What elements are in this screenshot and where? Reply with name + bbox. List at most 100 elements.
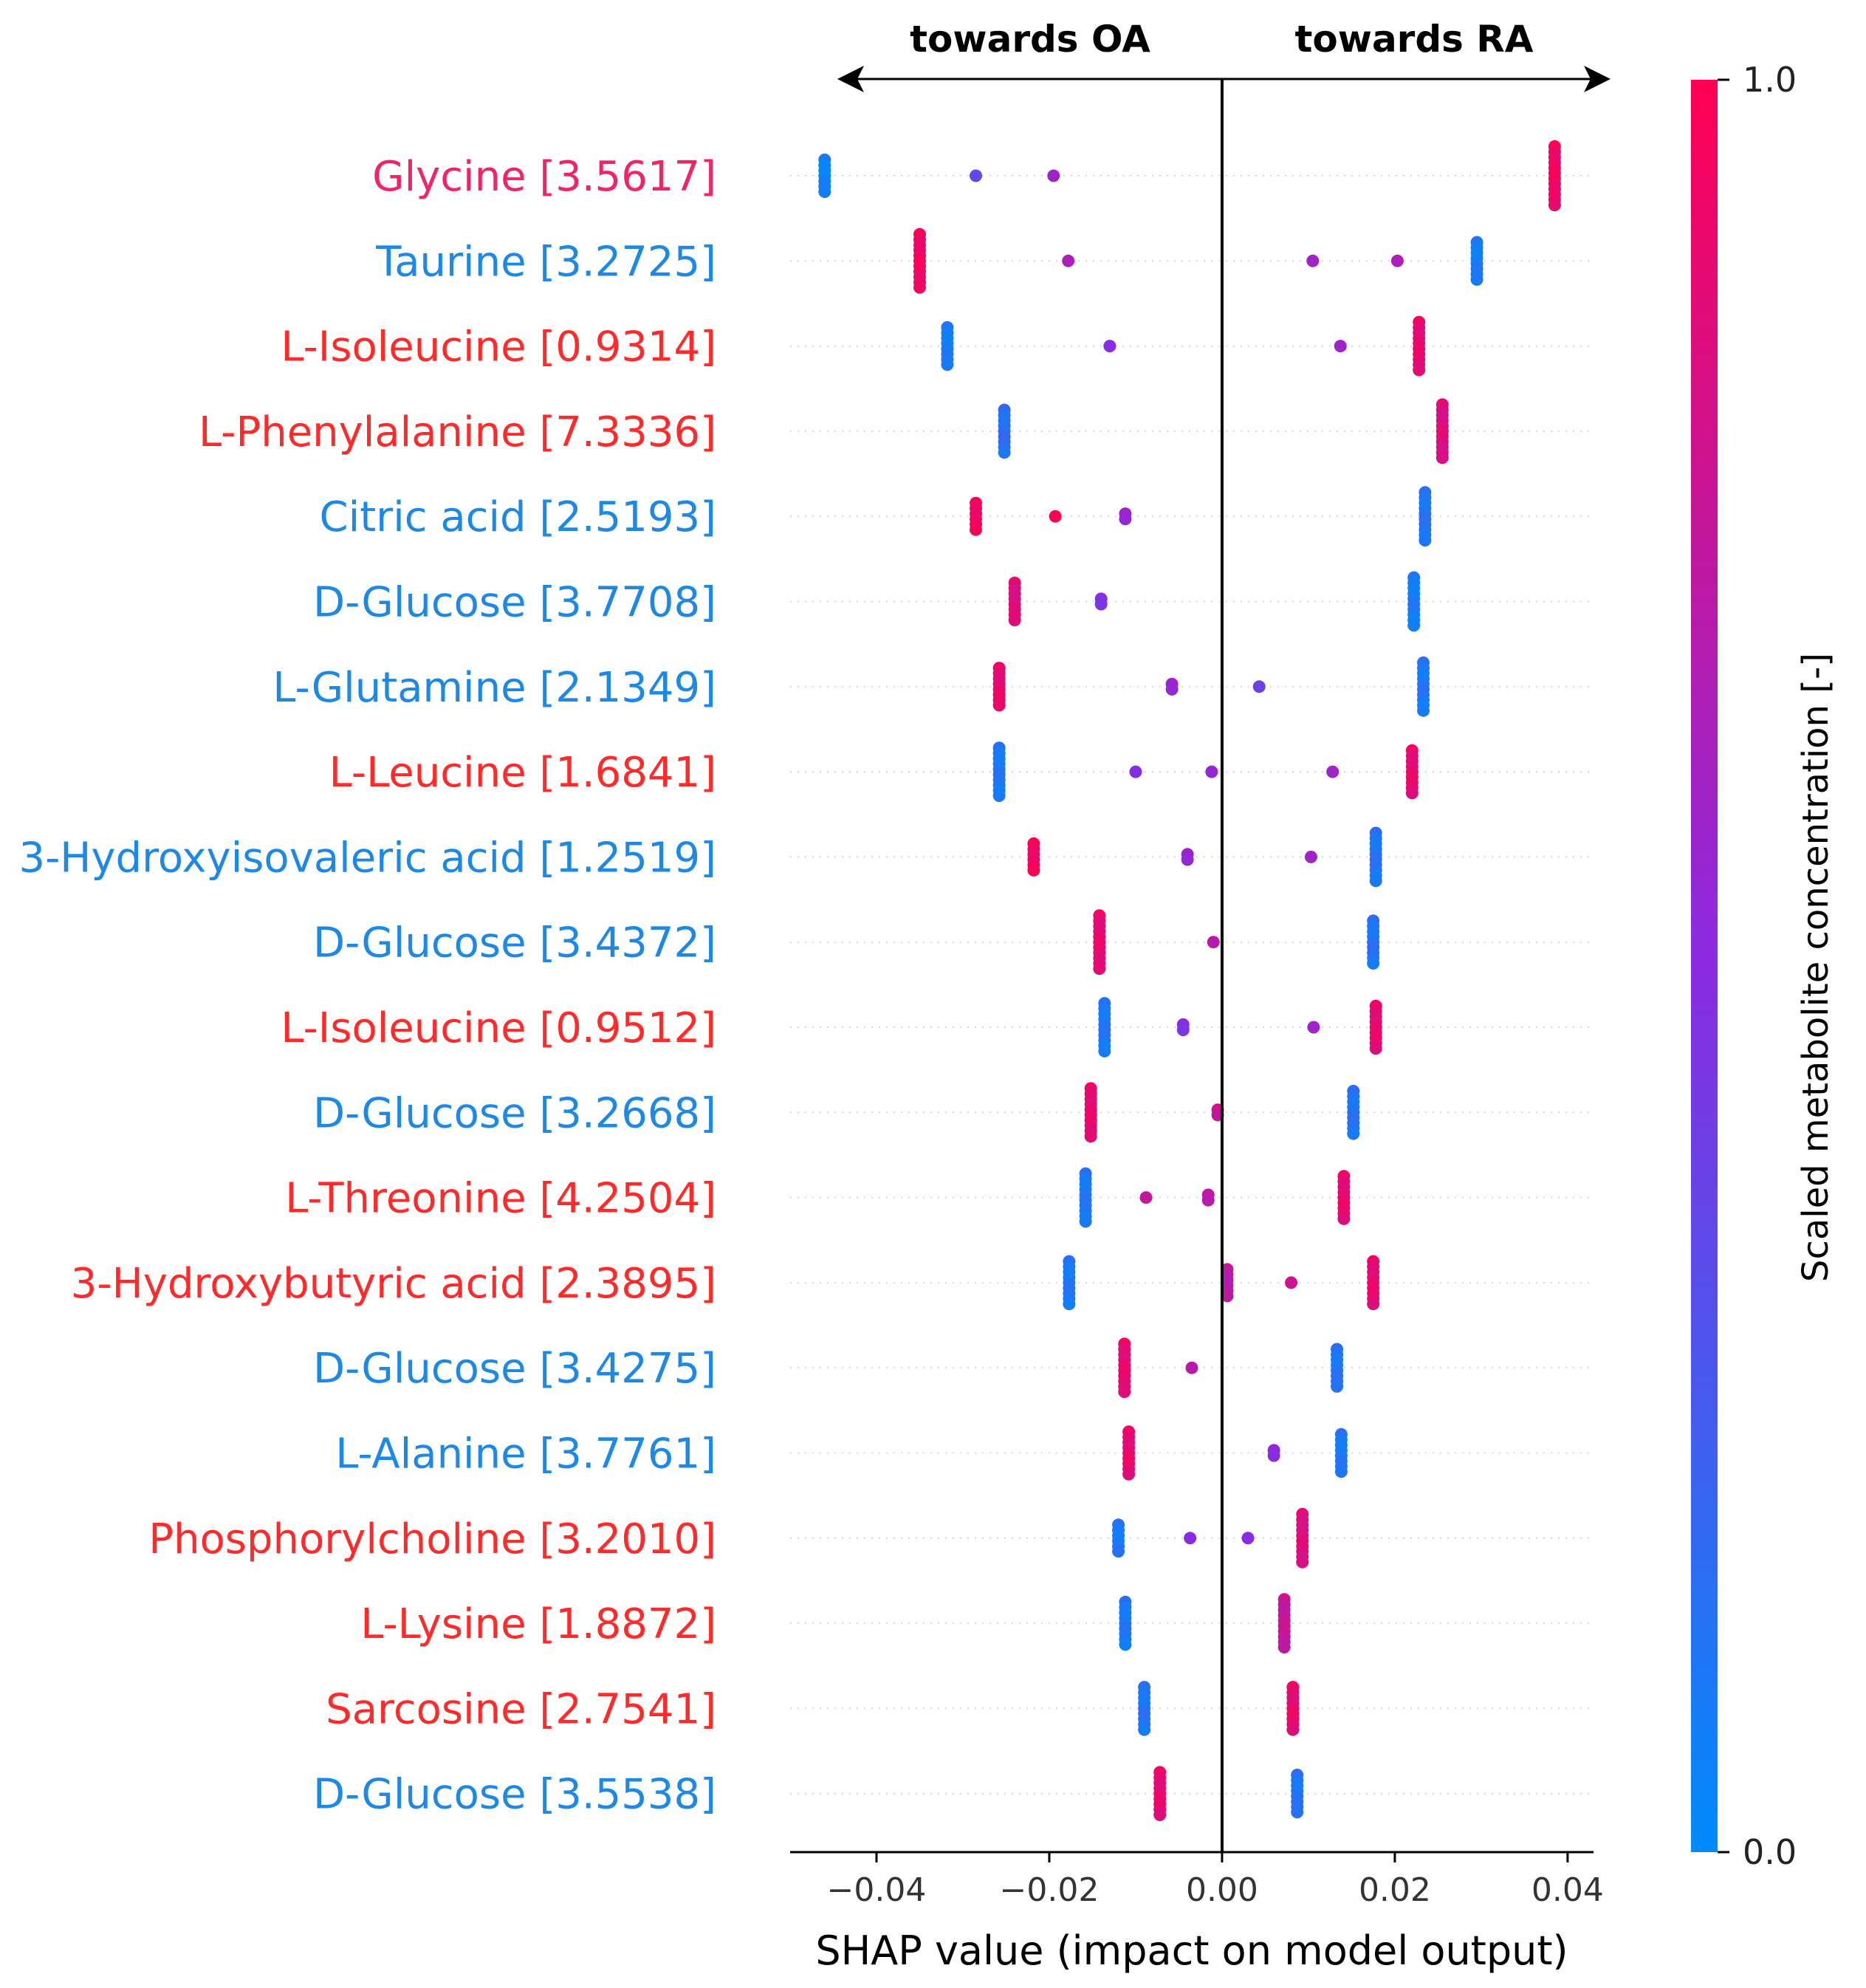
shap-point bbox=[1176, 1024, 1190, 1037]
shap-point bbox=[1098, 1044, 1111, 1058]
shap-point bbox=[1367, 957, 1380, 970]
shap-point bbox=[1407, 619, 1421, 632]
shap-point bbox=[1413, 363, 1426, 377]
x-tick-label: 0.02 bbox=[1359, 1871, 1431, 1909]
shap-point bbox=[1185, 1361, 1198, 1374]
shap-point bbox=[1334, 340, 1347, 353]
shap-point bbox=[1347, 1127, 1360, 1140]
shap-point bbox=[941, 358, 954, 371]
feature-label: Citric acid [2.5193] bbox=[320, 493, 716, 541]
shap-point bbox=[1201, 1193, 1215, 1207]
shap-point bbox=[1419, 534, 1432, 547]
shap-point bbox=[1119, 1638, 1132, 1651]
x-tick-label: 0.04 bbox=[1531, 1871, 1604, 1909]
shap-point bbox=[1221, 1289, 1234, 1303]
shap-point bbox=[1369, 874, 1382, 888]
feature-label: L-Glutamine [2.1349] bbox=[272, 664, 716, 712]
shap-point bbox=[1122, 1467, 1136, 1481]
shap-point bbox=[1112, 1545, 1125, 1558]
colorbar-max-label: 1.0 bbox=[1743, 60, 1797, 100]
shap-point bbox=[1049, 510, 1062, 523]
feature-label: D-Glucose [3.5538] bbox=[313, 1771, 716, 1819]
shap-point bbox=[992, 789, 1006, 802]
x-axis-label: SHAP value (impact on model output) bbox=[815, 1927, 1568, 1974]
shap-point bbox=[1207, 936, 1220, 949]
shap-point bbox=[1326, 765, 1340, 778]
shap-point bbox=[913, 281, 926, 294]
shap-point bbox=[1129, 765, 1142, 778]
shap-point bbox=[1138, 1723, 1151, 1736]
shap-point bbox=[1337, 1212, 1351, 1225]
shap-point bbox=[1063, 1298, 1076, 1311]
shap-point bbox=[992, 699, 1006, 712]
shap-point bbox=[1119, 513, 1132, 526]
feature-label: Taurine [3.2725] bbox=[375, 238, 716, 286]
colorbar-label: Scaled metabolite concentration [-] bbox=[1795, 653, 1836, 1282]
shap-point bbox=[1165, 682, 1179, 696]
feature-label: L-Alanine [3.7761] bbox=[335, 1430, 716, 1478]
shap-point bbox=[1008, 614, 1021, 627]
shap-point bbox=[1369, 1042, 1382, 1055]
shap-point bbox=[1079, 1215, 1092, 1228]
shap-point bbox=[1094, 597, 1108, 611]
feature-label: Phosphorylcholine [3.2010] bbox=[148, 1515, 716, 1563]
towards-ra-label: towards RA bbox=[1295, 18, 1534, 61]
feature-label: D-Glucose [3.2668] bbox=[313, 1089, 716, 1137]
x-tick-label: −0.02 bbox=[1000, 1871, 1100, 1909]
shap-point bbox=[1027, 863, 1040, 877]
colorbar-min-label: 0.0 bbox=[1743, 1832, 1797, 1872]
feature-label: Glycine [3.5617] bbox=[372, 153, 716, 201]
shap-point bbox=[1181, 853, 1194, 866]
shap-point bbox=[1470, 273, 1483, 286]
shap-point bbox=[1296, 1555, 1309, 1569]
shap-point bbox=[1334, 1465, 1348, 1478]
shap-point bbox=[1062, 254, 1075, 267]
feature-label: L-Isoleucine [0.9314] bbox=[281, 323, 716, 371]
shap-point bbox=[1405, 786, 1419, 800]
shap-point bbox=[1205, 765, 1218, 778]
shap-point bbox=[1285, 1276, 1298, 1289]
x-axis-ticks: −0.04 −0.02 0.00 0.02 0.04 bbox=[827, 1852, 1604, 1909]
towards-oa-label: towards OA bbox=[910, 18, 1150, 61]
row-guides bbox=[790, 175, 1594, 1795]
shap-point bbox=[998, 446, 1011, 459]
feature-label: L-Phenylalanine [7.3336] bbox=[199, 408, 716, 456]
shap-point bbox=[1306, 254, 1320, 267]
x-tick-label: 0.00 bbox=[1186, 1871, 1258, 1909]
colorbar bbox=[1691, 80, 1718, 1852]
shap-point bbox=[970, 169, 983, 182]
shap-point bbox=[1417, 704, 1430, 717]
shap-point bbox=[1252, 680, 1266, 693]
shap-point bbox=[1241, 1532, 1255, 1545]
feature-label: Sarcosine [2.7541] bbox=[326, 1685, 716, 1733]
shap-point bbox=[1093, 962, 1106, 976]
feature-label: 3-Hydroxybutyric acid [2.3895] bbox=[71, 1260, 716, 1308]
feature-label: D-Glucose [3.7708] bbox=[313, 579, 716, 627]
feature-label: 3-Hydroxyisovaleric acid [1.2519] bbox=[18, 834, 716, 882]
shap-point bbox=[1047, 169, 1060, 182]
feature-label: L-Threonine [4.2504] bbox=[285, 1175, 716, 1223]
shap-point bbox=[1291, 1806, 1304, 1819]
feature-label: L-Lysine [1.8872] bbox=[360, 1600, 716, 1648]
shap-point bbox=[1084, 1130, 1097, 1143]
shap-point bbox=[1286, 1723, 1300, 1736]
feature-labels: Glycine [3.5617] Taurine [3.2725] L-Isoleu… bbox=[18, 153, 716, 1819]
shap-point bbox=[1153, 1809, 1167, 1821]
shap-point bbox=[1277, 1641, 1291, 1653]
shap-point bbox=[818, 185, 831, 199]
shap-point bbox=[1307, 1021, 1320, 1034]
data-points bbox=[818, 140, 1561, 1821]
shap-point bbox=[1367, 1298, 1380, 1311]
feature-label: D-Glucose [3.4372] bbox=[313, 919, 716, 967]
x-tick-label: −0.04 bbox=[827, 1871, 927, 1909]
shap-point bbox=[1304, 850, 1317, 863]
shap-point bbox=[1390, 254, 1404, 267]
shap-point bbox=[1548, 199, 1561, 212]
shap-point bbox=[1139, 1191, 1153, 1204]
feature-label: D-Glucose [3.4275] bbox=[313, 1345, 716, 1393]
shap-point bbox=[1435, 451, 1449, 465]
shap-point bbox=[1184, 1532, 1197, 1545]
shap-point bbox=[1103, 340, 1116, 353]
shap-point bbox=[1267, 1449, 1280, 1462]
